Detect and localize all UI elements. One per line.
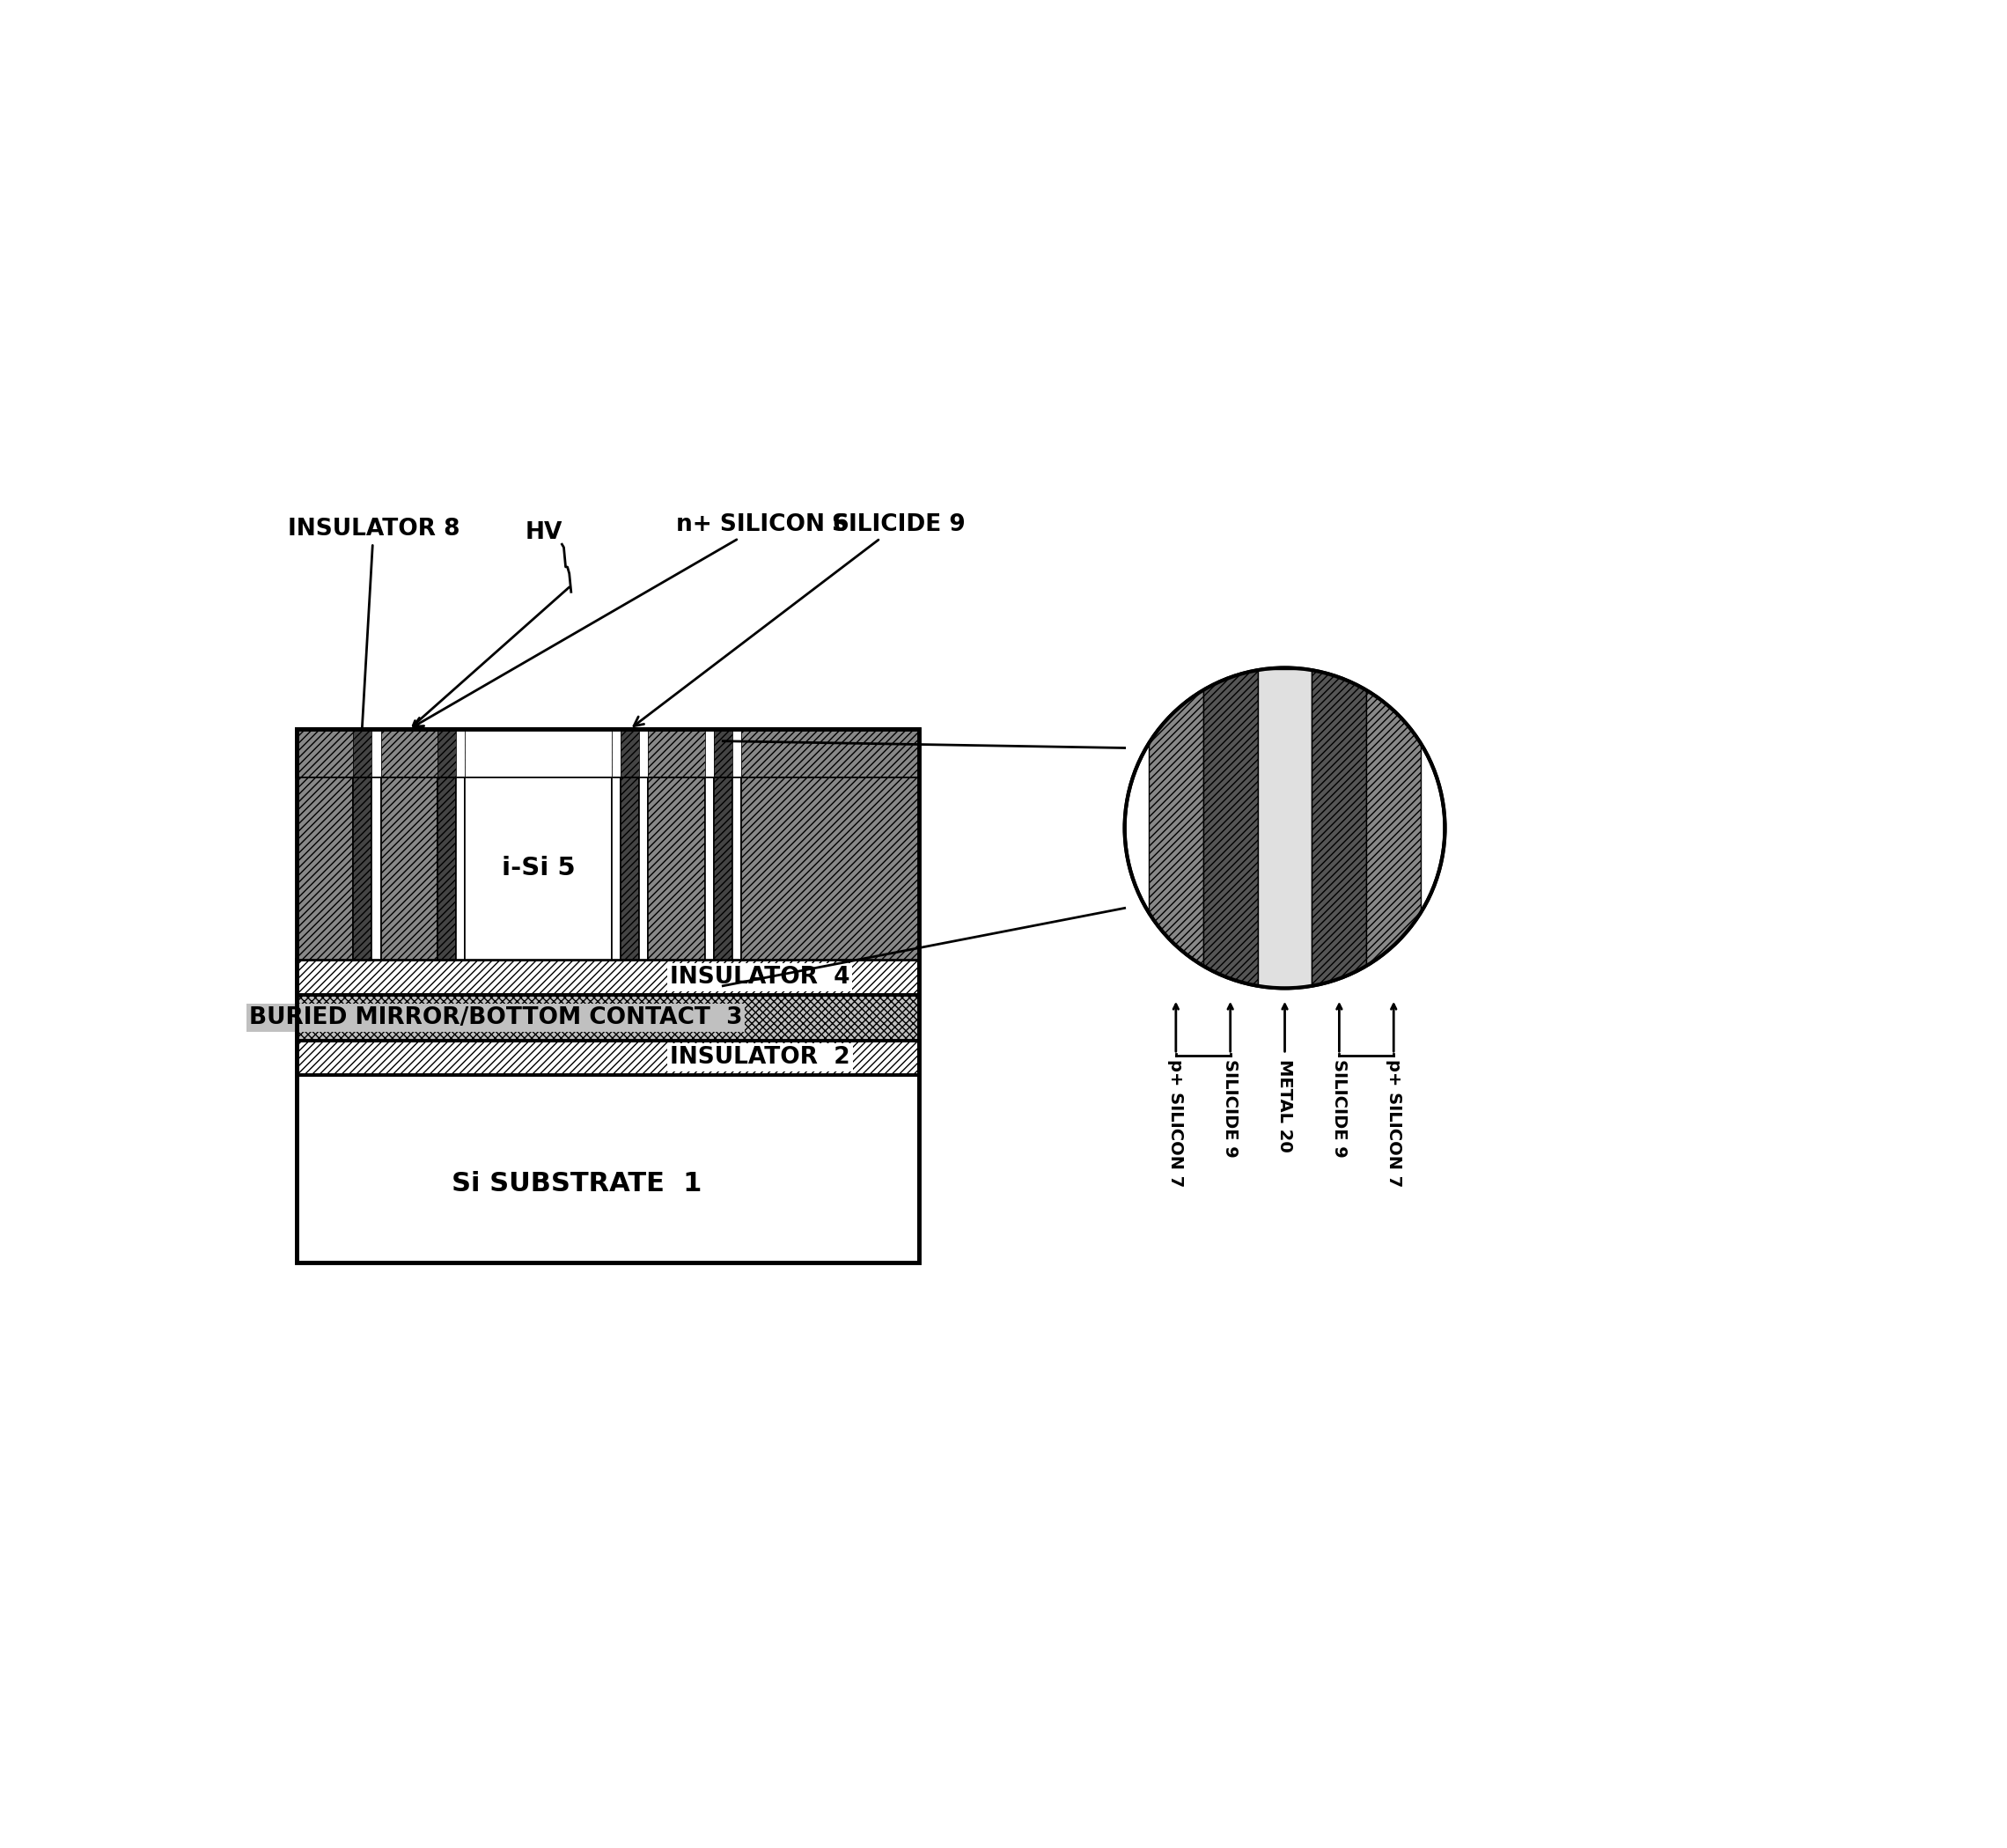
Bar bbox=[612, 730, 620, 776]
Bar bbox=[456, 776, 466, 959]
Bar bbox=[741, 776, 919, 959]
Bar bbox=[297, 994, 919, 1040]
Bar bbox=[741, 730, 919, 776]
Text: SILICIDE 9: SILICIDE 9 bbox=[634, 514, 965, 726]
Text: SILICIDE 9: SILICIDE 9 bbox=[1331, 1059, 1347, 1159]
Text: HV: HV bbox=[526, 521, 562, 543]
Bar bbox=[297, 730, 919, 776]
Bar bbox=[648, 776, 704, 959]
Bar bbox=[438, 776, 456, 959]
Text: INSULATOR 8: INSULATOR 8 bbox=[287, 517, 460, 748]
Text: BURIED MIRROR/BOTTOM CONTACT  3: BURIED MIRROR/BOTTOM CONTACT 3 bbox=[249, 1005, 743, 1029]
Bar bbox=[648, 730, 704, 776]
Bar bbox=[438, 730, 456, 776]
Bar bbox=[714, 776, 733, 959]
Text: i-Si 5: i-Si 5 bbox=[502, 856, 574, 881]
Bar bbox=[638, 730, 648, 776]
Bar bbox=[1313, 669, 1367, 987]
Text: p+ SILICON 7: p+ SILICON 7 bbox=[1385, 1059, 1403, 1188]
Text: Si SUBSTRATE  1: Si SUBSTRATE 1 bbox=[452, 1172, 702, 1198]
Bar bbox=[297, 776, 353, 959]
Bar bbox=[456, 730, 466, 776]
Bar bbox=[353, 730, 371, 776]
Text: INSULATOR  2: INSULATOR 2 bbox=[670, 1046, 851, 1070]
Bar bbox=[297, 1040, 919, 1076]
Bar bbox=[612, 776, 620, 959]
Text: METAL 20: METAL 20 bbox=[1276, 1059, 1293, 1153]
Bar bbox=[714, 730, 733, 776]
Bar bbox=[1202, 669, 1258, 987]
Bar bbox=[297, 730, 353, 776]
Bar bbox=[466, 730, 612, 776]
Bar bbox=[371, 776, 381, 959]
Bar bbox=[371, 730, 381, 776]
Bar bbox=[353, 776, 371, 959]
Text: p+ SILICON 7: p+ SILICON 7 bbox=[1168, 1059, 1184, 1188]
Text: SILICIDE 9: SILICIDE 9 bbox=[1222, 1059, 1238, 1159]
Circle shape bbox=[1124, 667, 1445, 989]
Bar bbox=[381, 776, 438, 959]
Text: INSULATOR  4: INSULATOR 4 bbox=[670, 967, 849, 989]
Bar bbox=[620, 730, 638, 776]
Bar bbox=[638, 776, 648, 959]
Bar bbox=[297, 1076, 919, 1262]
Bar bbox=[704, 776, 714, 959]
Bar bbox=[1258, 669, 1313, 987]
Bar bbox=[381, 730, 438, 776]
Bar bbox=[297, 730, 919, 1262]
Bar bbox=[620, 776, 638, 959]
Bar bbox=[733, 730, 741, 776]
Bar bbox=[704, 730, 714, 776]
Bar bbox=[1148, 669, 1202, 987]
Text: n+ SILICON 6: n+ SILICON 6 bbox=[413, 514, 849, 726]
Bar bbox=[466, 776, 612, 959]
Bar bbox=[1367, 669, 1421, 987]
Bar bbox=[733, 776, 741, 959]
Bar bbox=[297, 959, 919, 994]
